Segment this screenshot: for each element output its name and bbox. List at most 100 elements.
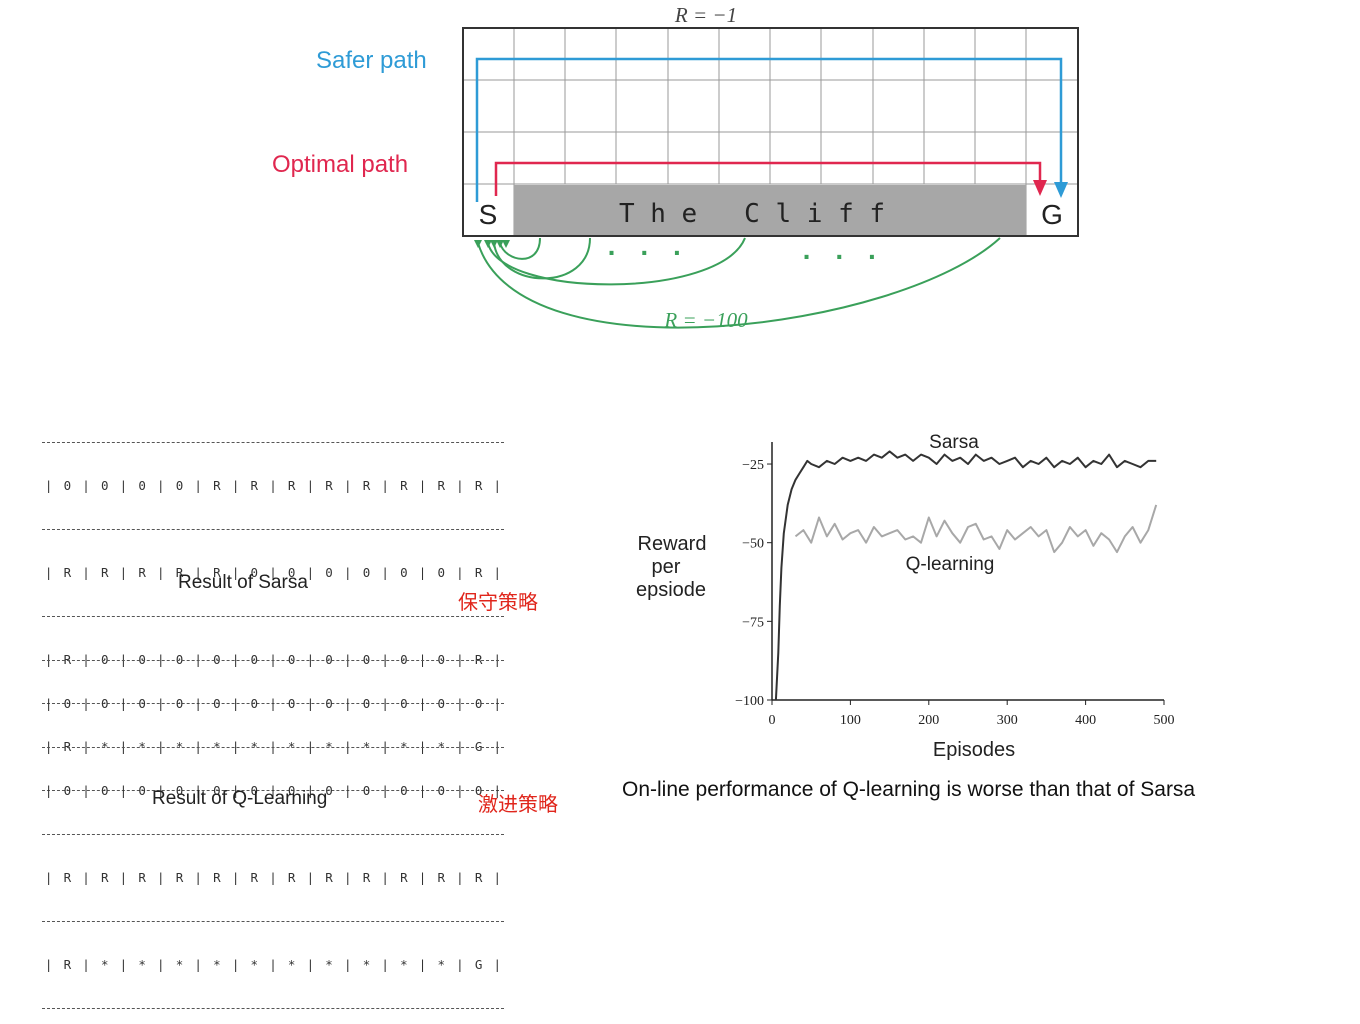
table-cell: 0: [138, 478, 146, 493]
cell-separator: |: [231, 652, 240, 667]
cell-separator: |: [456, 696, 464, 711]
cell-separator: |: [231, 739, 240, 754]
cell-separator: |: [343, 739, 352, 754]
table-cell: R: [474, 652, 483, 667]
table-cell: R: [437, 870, 445, 885]
cell-separator: |: [306, 652, 315, 667]
table-cell: *: [287, 739, 296, 754]
cell-separator: |: [456, 565, 464, 580]
table-cell: 0: [63, 783, 72, 798]
table-row: | R | * | * | * | * | * | * | * | * | * | * | G |: [42, 734, 504, 760]
cell-separator: |: [82, 870, 90, 885]
x-tick-label: 400: [1075, 713, 1096, 728]
cell-separator: |: [269, 870, 277, 885]
table-cell: *: [100, 957, 109, 972]
cell-separator: |: [82, 478, 90, 493]
cell-separator: |: [381, 739, 389, 754]
cell-separator: |: [119, 870, 128, 885]
table-cell: *: [213, 957, 221, 972]
table-cell: R: [325, 870, 333, 885]
safer-path-arrowhead: [1054, 182, 1068, 198]
table-cell: R: [474, 870, 483, 885]
table-cell: R: [63, 565, 72, 580]
table-cell: *: [138, 957, 146, 972]
table-cell: *: [437, 739, 445, 754]
cell-separator: |: [194, 957, 202, 972]
y-tick-label: −75: [742, 615, 764, 630]
cell-separator: |: [194, 478, 202, 493]
cell-separator: |: [493, 957, 502, 972]
table-cell: R: [175, 565, 184, 580]
cell-separator: |: [44, 957, 53, 972]
cell-separator: |: [194, 696, 202, 711]
table-cell: *: [213, 739, 221, 754]
cell-separator: |: [418, 739, 427, 754]
table-cell: 0: [400, 783, 408, 798]
cell-separator: |: [493, 870, 502, 885]
table-cell: 0: [100, 783, 109, 798]
cell-separator: |: [306, 478, 315, 493]
cell-separator: |: [418, 870, 427, 885]
cliff-dots-right: · · ·: [803, 241, 878, 272]
x-tick-label: 0: [769, 713, 776, 728]
cell-separator: |: [343, 783, 352, 798]
optimal-path-arrowhead: [1033, 180, 1047, 196]
table-cell: 0: [325, 696, 333, 711]
cell-separator: |: [119, 696, 128, 711]
reward-top-label: R = −1: [674, 3, 737, 27]
table-cell: 0: [287, 696, 296, 711]
cell-separator: |: [418, 478, 427, 493]
table-divider: [42, 442, 504, 443]
cell-separator: |: [119, 478, 128, 493]
cell-separator: |: [456, 957, 464, 972]
cell-separator: |: [231, 565, 240, 580]
cell-separator: |: [269, 565, 277, 580]
table-cell: 0: [287, 565, 296, 580]
goal-cell-label: G: [1041, 199, 1063, 230]
cell-separator: |: [44, 783, 53, 798]
table-cell: R: [287, 478, 296, 493]
sarsa-result-table: | 0 | 0 | 0 | 0 | R | R | R | R | R | R | R | R | | R | R | R | R | R | 0 | 0…: [42, 412, 504, 806]
cell-separator: |: [381, 652, 389, 667]
x-tick-label: 200: [918, 713, 939, 728]
cell-separator: |: [493, 565, 502, 580]
cell-separator: |: [82, 783, 90, 798]
table-cell: 0: [213, 783, 221, 798]
cell-separator: |: [44, 565, 53, 580]
cliff-region: [514, 185, 1026, 236]
cell-separator: |: [194, 783, 202, 798]
y-tick-label: −50: [742, 537, 764, 552]
table-divider: [42, 1008, 504, 1009]
chart-ylabel-line2: per: [652, 556, 681, 578]
cell-separator: |: [418, 696, 427, 711]
safer-path-label: Safer path: [316, 47, 427, 74]
table-cell: 0: [63, 478, 72, 493]
cell-separator: |: [418, 957, 427, 972]
cell-separator: |: [119, 783, 128, 798]
cell-separator: |: [82, 957, 90, 972]
grid-border: [462, 27, 1079, 237]
cell-separator: |: [194, 652, 202, 667]
y-tick-label: −25: [742, 458, 764, 473]
table-cell: R: [175, 870, 184, 885]
table-cell: 0: [100, 652, 109, 667]
table-row: | R | 0 | 0 | 0 | 0 | 0 | 0 | 0 | 0 | 0 | 0 | R |: [42, 647, 504, 673]
reward-per-episode-chart: 0 100 200 300 400 500 −25 −50 −75 −100 Reward per…: [636, 432, 1175, 761]
table-cell: R: [100, 565, 109, 580]
cell-separator: |: [157, 652, 165, 667]
cell-separator: |: [231, 957, 240, 972]
chart-series: [774, 450, 1158, 701]
cell-separator: |: [343, 696, 352, 711]
cell-separator: |: [157, 783, 165, 798]
table-cell: 0: [325, 652, 333, 667]
table-cell: R: [250, 870, 259, 885]
cliff-fall-arrowheads: [474, 240, 510, 248]
table-cell: 0: [400, 696, 408, 711]
cell-separator: |: [44, 696, 53, 711]
cell-separator: |: [418, 565, 427, 580]
cell-separator: |: [493, 739, 502, 754]
cell-separator: |: [194, 739, 202, 754]
grid-lines: [463, 28, 1078, 236]
cell-separator: |: [456, 478, 464, 493]
table-cell: R: [63, 652, 72, 667]
